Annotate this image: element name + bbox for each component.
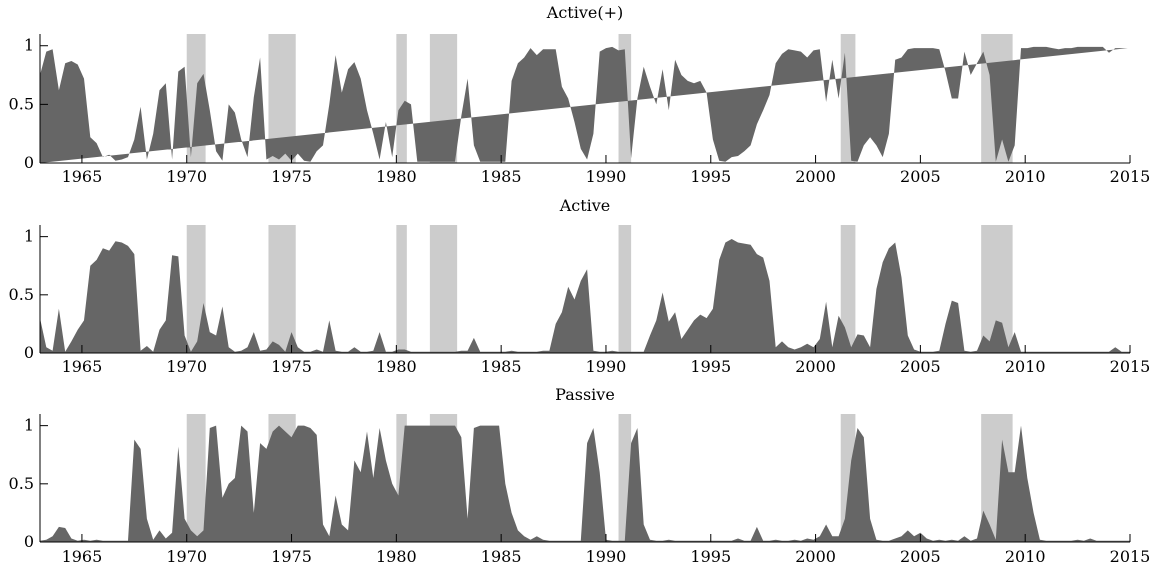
- x-tick-label: 2005: [900, 357, 941, 376]
- area-series: [40, 46, 1128, 163]
- x-tick-label: 2015: [1110, 357, 1151, 376]
- x-tick-label: 1965: [62, 357, 103, 376]
- x-tick-label: 1995: [690, 357, 731, 376]
- panel-0: 1965 1970 1975 1980 1985 1990 1995 2000 2005 2010…: [9, 3, 1151, 186]
- x-tick-label: 1975: [271, 357, 312, 376]
- x-tick-label: 1985: [481, 167, 522, 186]
- x-tick-label: 1980: [376, 357, 417, 376]
- recession-band: [840, 225, 856, 353]
- x-tick-label: 2005: [900, 167, 941, 186]
- x-tick-label: 1990: [586, 357, 627, 376]
- x-tick-label: 2000: [795, 547, 836, 566]
- x-tick-label: 1980: [376, 547, 417, 566]
- x-tick-label: 1995: [690, 167, 731, 186]
- x-tick-label: 1985: [481, 357, 522, 376]
- x-tick-label: 1975: [271, 547, 312, 566]
- y-tick-label: 0: [24, 153, 34, 172]
- panel-title: Active(+): [546, 3, 623, 22]
- x-tick-label: 2010: [1005, 167, 1046, 186]
- y-tick-label: 1: [24, 227, 34, 246]
- panel-2: 1965 1970 1975 1980 1985 1990 1995 2000 2005 2010…: [9, 385, 1151, 566]
- recession-band: [186, 414, 206, 542]
- y-tick-label: 0.5: [9, 285, 34, 304]
- x-tick-label: 2010: [1005, 357, 1046, 376]
- area-series: [40, 425, 1130, 542]
- x-tick-label: 1980: [376, 167, 417, 186]
- x-tick-label: 2015: [1110, 547, 1151, 566]
- x-tick-label: 1990: [586, 547, 627, 566]
- y-tick-label: 0: [24, 532, 34, 551]
- x-tick-label: 1970: [166, 167, 207, 186]
- x-tick-label: 2010: [1005, 547, 1046, 566]
- panel-title: Active: [559, 196, 611, 215]
- x-tick-label: 1985: [481, 547, 522, 566]
- x-tick-label: 1965: [62, 167, 103, 186]
- y-tick-label: 1: [24, 36, 34, 55]
- y-tick-label: 1: [24, 416, 34, 435]
- x-tick-label: 2000: [795, 357, 836, 376]
- recession-band: [396, 225, 407, 353]
- x-tick-label: 1990: [586, 167, 627, 186]
- y-tick-label: 0.5: [9, 474, 34, 493]
- y-tick-label: 0.5: [9, 94, 34, 113]
- panel-title: Passive: [555, 385, 615, 404]
- x-tick-label: 1970: [166, 547, 207, 566]
- y-tick-label: 0: [24, 343, 34, 362]
- x-tick-label: 1970: [166, 357, 207, 376]
- x-tick-label: 1975: [271, 167, 312, 186]
- recession-band: [268, 225, 296, 353]
- recession-band: [429, 225, 458, 353]
- x-tick-label: 2015: [1110, 167, 1151, 186]
- area-series: [40, 239, 1130, 353]
- x-tick-label: 1965: [62, 547, 103, 566]
- recession-band: [396, 34, 407, 163]
- panel-1: 1965 1970 1975 1980 1985 1990 1995 2000 2005 2010…: [9, 196, 1151, 376]
- x-tick-label: 1995: [690, 547, 731, 566]
- x-tick-label: 2005: [900, 547, 941, 566]
- x-tick-label: 2000: [795, 167, 836, 186]
- recession-band: [618, 225, 632, 353]
